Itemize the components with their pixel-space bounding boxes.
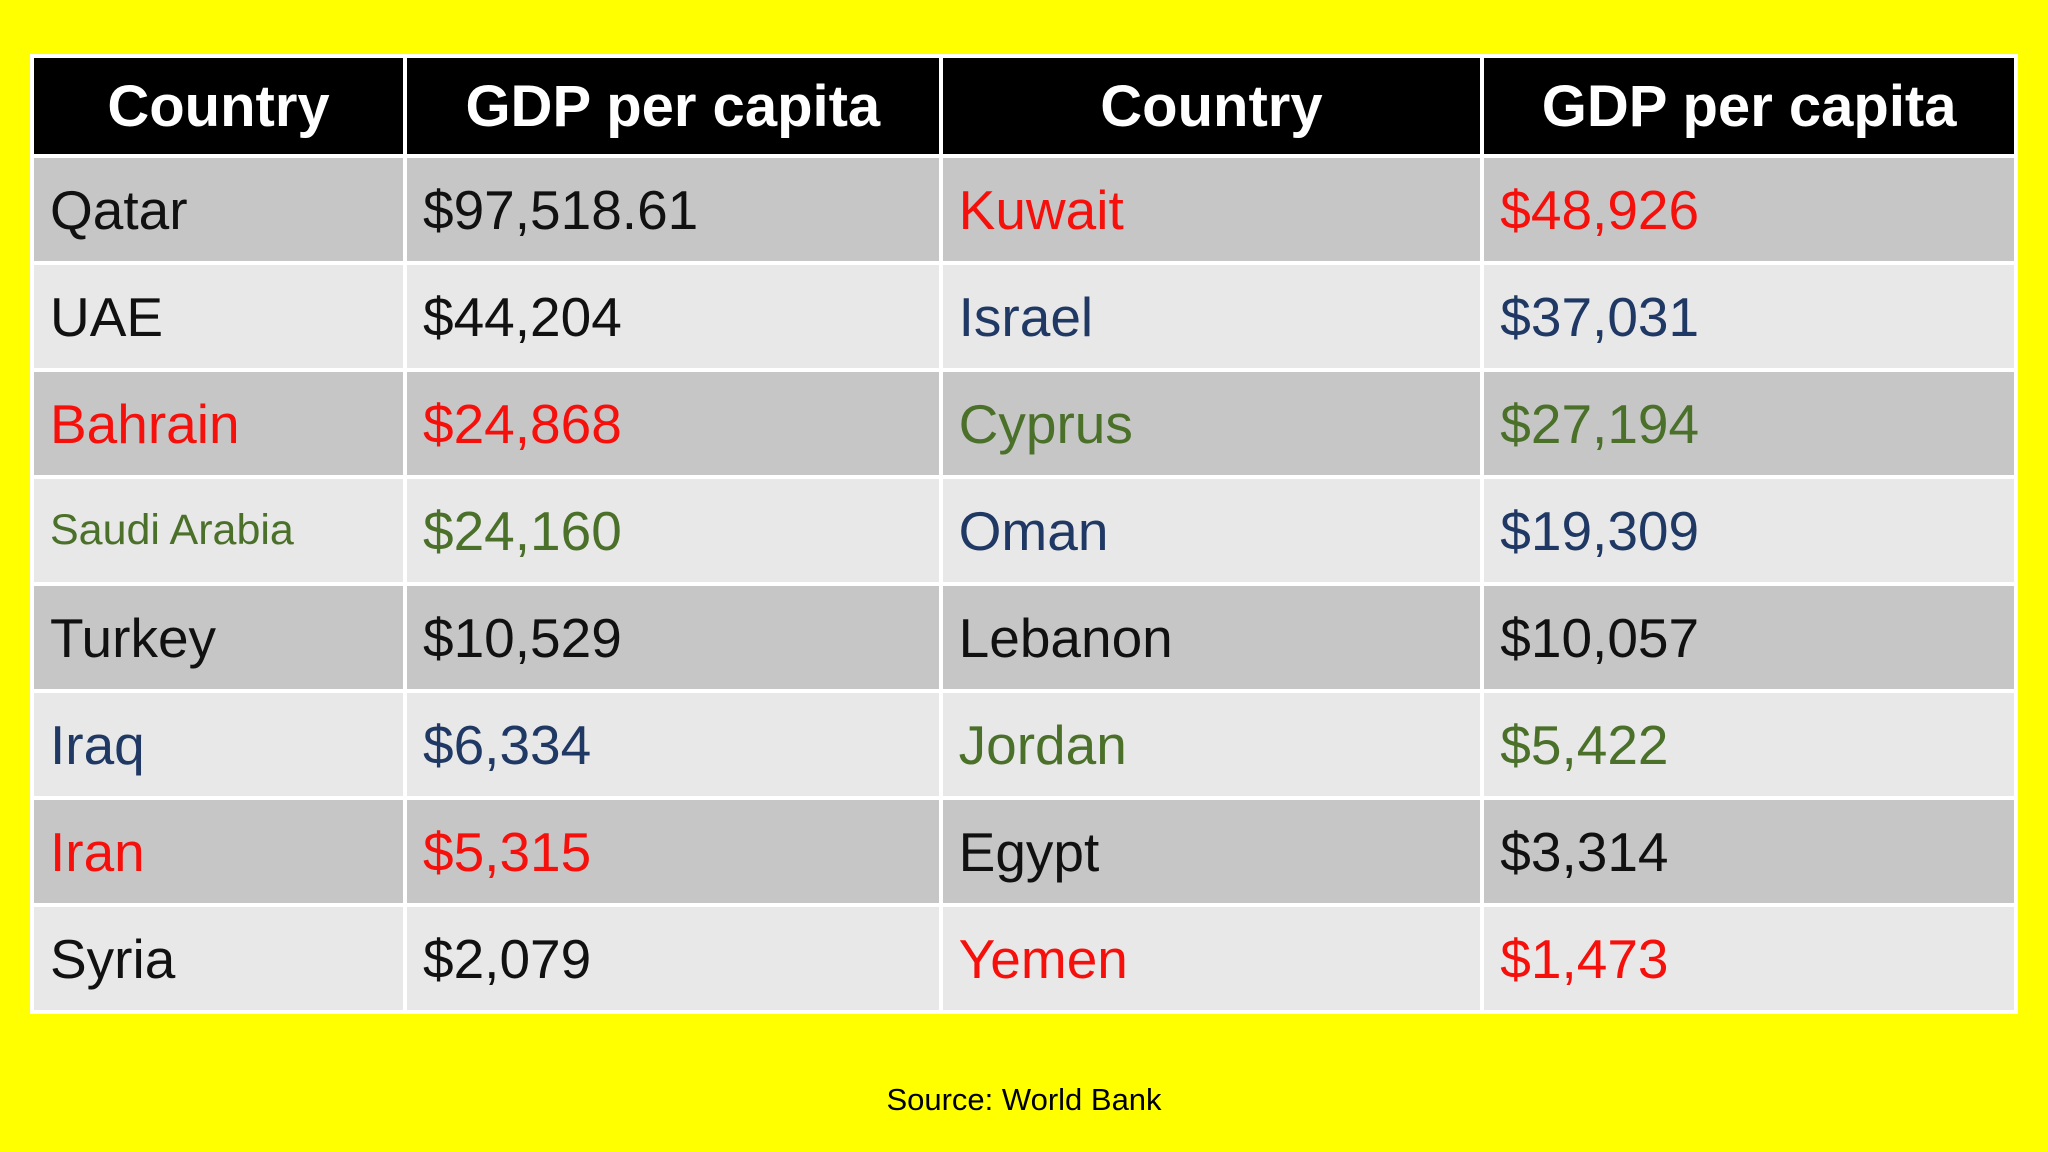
country-cell: Israel — [938, 261, 1485, 372]
table-row: Iran $5,315 Egypt $3,314 — [30, 796, 2018, 907]
country-cell: Iraq — [30, 689, 407, 800]
gdp-table: Country GDP per capita Country GDP per c… — [30, 54, 2018, 1014]
table-body: Qatar $97,518.61 Kuwait $48,926 UAE $44,204 Is… — [30, 154, 2018, 1014]
source-note: Source: World Bank — [886, 1082, 1162, 1117]
table-row: Turkey $10,529 Lebanon $10,057 — [30, 582, 2018, 693]
column-header-country-left: Country — [30, 54, 407, 158]
gdp-value-cell: $10,057 — [1480, 582, 2018, 693]
country-cell: Turkey — [30, 582, 407, 693]
gdp-value-cell: $27,194 — [1480, 368, 2018, 479]
country-cell: Oman — [938, 475, 1485, 586]
country-cell: Saudi Arabia — [30, 475, 407, 586]
gdp-value-cell: $24,160 — [402, 475, 943, 586]
table-row: Bahrain $24,868 Cyprus $27,194 — [30, 368, 2018, 479]
country-cell: UAE — [30, 261, 407, 372]
gdp-value-cell: $5,315 — [402, 796, 943, 907]
table-row: Qatar $97,518.61 Kuwait $48,926 — [30, 154, 2018, 265]
country-cell: Qatar — [30, 154, 407, 265]
country-cell: Lebanon — [938, 582, 1485, 693]
table-row: Saudi Arabia $24,160 Oman $19,309 — [30, 475, 2018, 586]
gdp-value-cell: $37,031 — [1480, 261, 2018, 372]
column-header-country-right: Country — [938, 54, 1485, 158]
table-header: Country GDP per capita Country GDP per c… — [30, 54, 2018, 158]
table-row: Syria $2,079 Yemen $1,473 — [30, 903, 2018, 1014]
country-cell: Egypt — [938, 796, 1485, 907]
gdp-value-cell: $5,422 — [1480, 689, 2018, 800]
gdp-value-cell: $6,334 — [402, 689, 943, 800]
country-cell: Bahrain — [30, 368, 407, 479]
country-cell: Syria — [30, 903, 407, 1014]
gdp-value-cell: $3,314 — [1480, 796, 2018, 907]
gdp-value-cell: $1,473 — [1480, 903, 2018, 1014]
column-header-gdp-right: GDP per capita — [1480, 54, 2018, 158]
column-header-gdp-left: GDP per capita — [402, 54, 943, 158]
gdp-value-cell: $19,309 — [1480, 475, 2018, 586]
country-cell: Cyprus — [938, 368, 1485, 479]
gdp-value-cell: $97,518.61 — [402, 154, 943, 265]
country-cell: Jordan — [938, 689, 1485, 800]
gdp-value-cell: $24,868 — [402, 368, 943, 479]
header-row: Country GDP per capita Country GDP per c… — [30, 54, 2018, 158]
country-cell: Yemen — [938, 903, 1485, 1014]
gdp-value-cell: $44,204 — [402, 261, 943, 372]
gdp-value-cell: $48,926 — [1480, 154, 2018, 265]
gdp-value-cell: $2,079 — [402, 903, 943, 1014]
table-row: UAE $44,204 Israel $37,031 — [30, 261, 2018, 372]
country-cell: Kuwait — [938, 154, 1485, 265]
table-row: Iraq $6,334 Jordan $5,422 — [30, 689, 2018, 800]
gdp-value-cell: $10,529 — [402, 582, 943, 693]
country-cell: Iran — [30, 796, 407, 907]
